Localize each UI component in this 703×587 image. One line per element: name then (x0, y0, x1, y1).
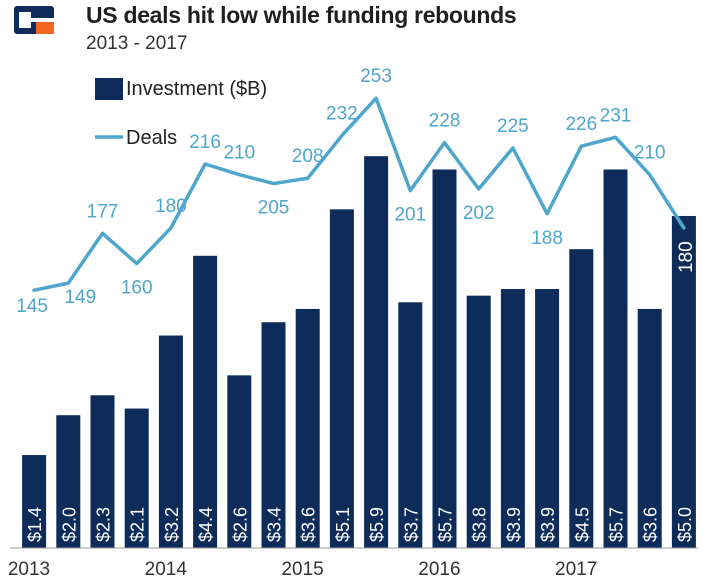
investment-bar-label: $4.5 (572, 507, 592, 542)
deals-point-label: 149 (64, 287, 96, 308)
cb-insights-logo (14, 6, 54, 34)
investment-bar-label: $3.9 (504, 507, 524, 542)
deals-point-label: 180 (676, 241, 697, 273)
deals-point-label: 180 (155, 196, 187, 217)
investment-bar (432, 169, 457, 548)
logo-white-bar (31, 18, 54, 22)
deals-point-label: 226 (565, 114, 597, 135)
x-tick-label: 2013 (8, 559, 50, 580)
deals-point-label: 145 (16, 296, 48, 317)
investment-bar (158, 335, 183, 548)
deals-point-label: 160 (121, 278, 153, 299)
investment-bar-label: $5.0 (675, 507, 695, 542)
investment-bar (22, 455, 47, 548)
deals-point-label: 205 (258, 198, 290, 219)
investment-bar (56, 415, 81, 548)
investment-bar (569, 249, 594, 548)
deals-point-label: 210 (223, 143, 255, 164)
deals-point-label: 201 (394, 205, 426, 226)
investment-bar (261, 322, 286, 548)
deals-line (32, 96, 686, 292)
x-tick-label: 2014 (145, 559, 188, 580)
investment-bar-label: $2.0 (59, 507, 79, 542)
investment-bar (603, 169, 628, 548)
investment-bar-label: $5.7 (436, 507, 456, 542)
logo-orange-block (36, 21, 54, 34)
investment-bar (671, 215, 696, 548)
investment-bar-label: $3.9 (538, 507, 558, 542)
investment-bar-label: $3.2 (162, 507, 182, 542)
legend-label-deals: Deals (126, 127, 177, 149)
investment-bar-label: $5.7 (607, 507, 627, 542)
x-tick-label: 2016 (418, 559, 460, 580)
deals-point-label: 225 (497, 116, 529, 137)
investment-bar (227, 375, 252, 548)
deals-point-label: 202 (463, 203, 495, 224)
investment-bar (398, 302, 423, 548)
investment-bar-label: $3.4 (265, 507, 285, 542)
deals-point-label: 253 (360, 66, 392, 87)
investment-bar (535, 289, 560, 548)
investment-bar-label: $2.3 (94, 507, 114, 542)
deals-point-label: 216 (189, 132, 221, 153)
investment-bar-label: $3.6 (299, 507, 319, 542)
deals-point-label: 177 (87, 201, 119, 222)
investment-bar (364, 156, 389, 548)
investment-bar (124, 408, 149, 548)
x-tick-label: 2015 (281, 559, 323, 580)
chart-title: US deals hit low while funding rebounds (86, 2, 517, 28)
investment-bar (90, 395, 115, 548)
investment-bar-label: $4.4 (196, 507, 216, 542)
deals-point-label: 232 (326, 104, 358, 125)
investment-bar-label: $2.6 (230, 507, 250, 542)
investment-bar (637, 308, 662, 548)
legend-swatch-investment (95, 78, 123, 100)
investment-bar (466, 295, 491, 548)
investment-bar-label: $1.4 (25, 507, 45, 542)
investment-bar-label: $3.8 (470, 507, 490, 542)
investment-bar (295, 308, 320, 548)
deals-point-label: 208 (292, 146, 324, 167)
investment-bar (329, 209, 354, 548)
investment-bar-label: $5.1 (333, 507, 353, 542)
deals-point-label: 188 (531, 228, 563, 249)
investment-bar-label: $3.7 (401, 507, 421, 542)
deals-point-label: 231 (600, 105, 632, 126)
investment-bar (500, 289, 525, 548)
investment-bar-label: $5.9 (367, 507, 387, 542)
legend-label-investment: Investment ($B) (126, 78, 267, 100)
logo-white-notch (19, 12, 31, 28)
chart-subtitle: 2013 - 2017 (86, 33, 188, 54)
investment-bar-label: $2.1 (128, 507, 148, 542)
investment-bar (193, 255, 218, 548)
x-tick-label: 2017 (555, 559, 597, 580)
deals-point-label: 228 (429, 111, 461, 132)
deals-point-label: 210 (634, 143, 666, 164)
investment-bar-label: $3.6 (641, 507, 661, 542)
